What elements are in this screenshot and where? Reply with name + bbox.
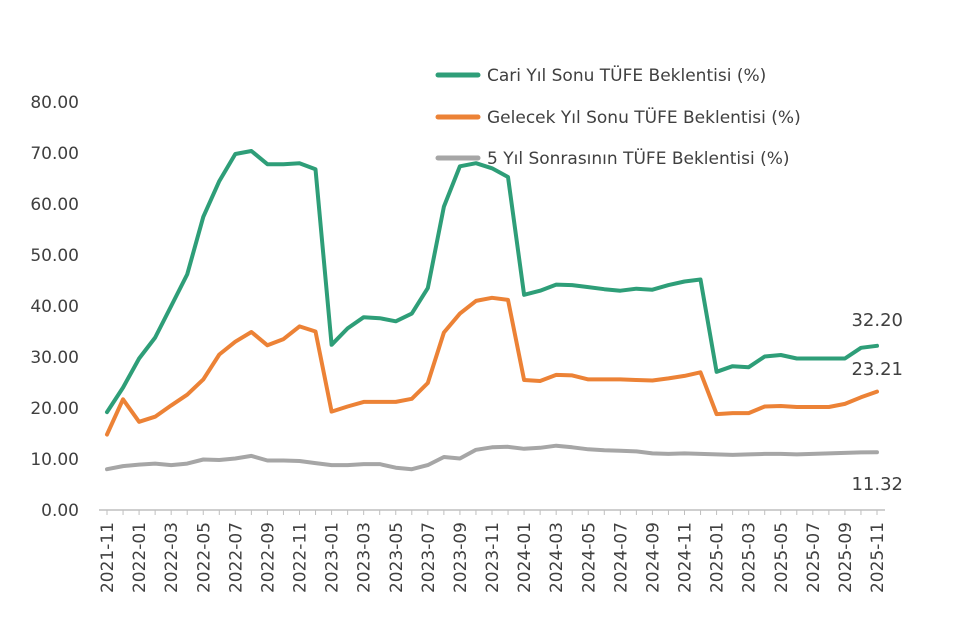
series-lines xyxy=(105,149,879,472)
x-tick-label: 2022-05 xyxy=(194,522,214,593)
y-tick-label: 80.00 xyxy=(30,93,79,113)
legend-label: 5 Yıl Sonrasının TÜFE Beklentisi (%) xyxy=(487,147,790,169)
x-tick-label: 2023-01 xyxy=(323,522,343,593)
x-tick-label: 2022-09 xyxy=(258,522,278,593)
x-tick-label: 2022-01 xyxy=(130,522,150,593)
x-tick-label: 2025-07 xyxy=(804,522,824,593)
y-axis-tick-labels: 0.00 10.00 20.00 30.00 40.00 50.00 60.00 70.00 8… xyxy=(30,93,79,521)
y-tick-label: 20.00 xyxy=(30,399,79,419)
y-tick-label: 30.00 xyxy=(30,348,79,368)
x-tick-label: 2025-09 xyxy=(836,522,856,593)
x-tick-label: 2024-01 xyxy=(515,522,535,593)
x-tick-label: 2023-03 xyxy=(355,522,375,593)
series-line-3 xyxy=(105,443,879,472)
y-tick-label: 40.00 xyxy=(30,297,79,317)
x-tick-label: 2022-03 xyxy=(162,522,182,593)
y-tick-label: 0.00 xyxy=(41,501,79,521)
x-tick-label: 2024-03 xyxy=(547,522,567,593)
x-tick-label: 2023-11 xyxy=(483,522,503,593)
legend-label: Cari Yıl Sonu TÜFE Beklentisi (%) xyxy=(487,64,766,86)
x-tick-label: 2025-11 xyxy=(868,522,888,593)
x-tick-label: 2025-03 xyxy=(740,522,760,593)
y-tick-label: 70.00 xyxy=(30,144,79,164)
x-tick-label: 2024-11 xyxy=(676,522,696,593)
series-line-2 xyxy=(105,295,879,437)
x-axis: 2021-11 2022-01 2022-03 2022-05 2022-07 2022-… xyxy=(98,509,888,593)
y-tick-label: 60.00 xyxy=(30,195,79,215)
x-tick-label: 2021-11 xyxy=(98,522,118,593)
x-tick-label: 2022-11 xyxy=(291,522,311,593)
end-value-label: 23.21 xyxy=(851,359,903,380)
x-tick-label: 2024-05 xyxy=(579,522,599,593)
legend-label: Gelecek Yıl Sonu TÜFE Beklentisi (%) xyxy=(487,106,801,128)
x-tick-label: 2024-09 xyxy=(643,522,663,593)
end-value-label: 32.20 xyxy=(851,310,903,331)
x-tick-label: 2025-05 xyxy=(772,522,792,593)
y-tick-label: 10.00 xyxy=(30,450,79,470)
x-tick-label: 2023-09 xyxy=(451,522,471,593)
x-tick-label: 2023-05 xyxy=(387,522,407,593)
series-end-labels: 32.20 23.21 11.32 xyxy=(851,310,903,495)
y-tick-label: 50.00 xyxy=(30,246,79,266)
x-tick-label: 2025-01 xyxy=(708,522,728,593)
x-tick-label: 2022-07 xyxy=(226,522,246,593)
legend: Cari Yıl Sonu TÜFE Beklentisi (%) Gelecek… xyxy=(435,64,801,169)
end-value-label: 11.32 xyxy=(851,474,903,495)
x-tick-label: 2024-07 xyxy=(611,522,631,593)
series-line-1 xyxy=(105,149,879,415)
x-tick-label: 2023-07 xyxy=(419,522,439,593)
